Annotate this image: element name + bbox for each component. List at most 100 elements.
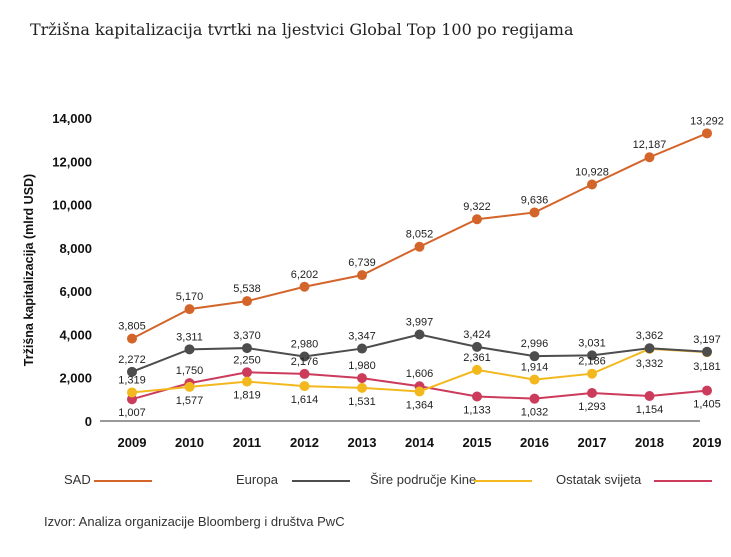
data-label: 1,405	[693, 399, 721, 411]
y-tick-label: 14,000	[52, 111, 92, 126]
x-tick-label: 2012	[290, 435, 319, 450]
data-label: 10,928	[575, 166, 609, 178]
y-tick-label: 12,000	[52, 154, 92, 169]
x-tick-label: 2018	[635, 435, 664, 450]
data-point-1	[472, 341, 482, 352]
data-label: 13,292	[690, 115, 724, 127]
data-point-0	[472, 214, 482, 225]
data-point-2	[472, 364, 482, 375]
data-point-1	[644, 343, 655, 354]
data-point-0	[587, 179, 597, 190]
data-point-1	[127, 366, 137, 377]
data-point-0	[644, 152, 655, 163]
data-label: 2,176	[291, 356, 319, 368]
data-label: 6,202	[291, 269, 319, 281]
data-point-3	[587, 388, 597, 399]
legend-label: Europa	[236, 472, 279, 487]
data-label: 12,187	[633, 139, 667, 151]
chart-title: Tržišna kapitalizacija tvrtki na ljestvi…	[30, 20, 574, 39]
x-tick-label: 2011	[233, 435, 261, 450]
x-tick-label: 2010	[175, 435, 204, 450]
data-point-2	[529, 374, 540, 385]
data-point-0	[242, 296, 252, 307]
data-label: 3,805	[118, 321, 146, 333]
data-point-2	[299, 381, 310, 392]
legend-label: Šire područje Kine	[370, 472, 476, 487]
data-label: 3,332	[636, 358, 664, 370]
data-label: 2,361	[463, 352, 491, 364]
series-line-1	[131, 333, 708, 373]
data-label: 8,052	[406, 229, 434, 241]
data-point-1	[587, 350, 597, 361]
data-point-1	[529, 351, 540, 362]
data-label: 5,170	[176, 291, 204, 303]
data-point-2	[242, 376, 252, 387]
data-label: 1,007	[118, 407, 146, 419]
data-label: 1,980	[348, 360, 376, 372]
x-tick-label: 2014	[405, 435, 435, 450]
data-point-2	[357, 382, 367, 393]
data-point-1	[357, 343, 367, 354]
data-point-1	[414, 329, 425, 340]
data-point-0	[529, 207, 540, 218]
data-label: 3,997	[406, 316, 434, 328]
data-point-2	[184, 381, 195, 392]
data-label: 1,577	[176, 395, 204, 407]
data-label: 1,819	[233, 390, 261, 402]
data-label: 1,364	[406, 399, 434, 411]
data-label: 9,636	[521, 194, 549, 206]
data-label: 1,154	[636, 404, 664, 416]
data-point-0	[127, 333, 137, 344]
data-point-2	[414, 386, 425, 397]
legend-label: Ostatak svijeta	[556, 472, 642, 487]
data-label: 1,614	[291, 394, 319, 406]
y-axis-label: Tržišna kapitalizacija (mlrd USD)	[22, 174, 36, 366]
data-label: 3,311	[176, 331, 203, 343]
data-label: 5,538	[233, 283, 261, 295]
legend-label: SAD	[64, 472, 91, 487]
data-point-1	[702, 346, 712, 357]
line-chart: 0 2,000 4,000 6,000 8,000 10,000 12,000 14,000 2…	[22, 111, 724, 487]
data-point-1	[299, 351, 310, 362]
x-tick-label: 2015	[463, 435, 492, 450]
data-label: 3,181	[693, 361, 721, 373]
data-point-2	[127, 387, 137, 398]
data-point-0	[299, 281, 310, 292]
data-label: 3,347	[348, 331, 376, 343]
data-label: 3,370	[233, 330, 261, 342]
data-label: 2,250	[233, 354, 261, 366]
data-label: 1,606	[406, 368, 434, 380]
data-label: 6,739	[348, 257, 376, 269]
data-point-3	[242, 367, 252, 378]
data-label: 1,133	[463, 404, 491, 416]
y-tick-label: 10,000	[52, 198, 92, 213]
data-point-3	[299, 368, 310, 379]
data-point-0	[414, 241, 425, 252]
data-point-0	[702, 128, 712, 139]
y-tick-label: 8,000	[59, 241, 92, 256]
x-tick-label: 2017	[578, 435, 607, 450]
data-label: 3,362	[636, 330, 664, 342]
y-tick-label: 2,000	[59, 371, 92, 386]
data-label: 3,197	[693, 334, 721, 346]
data-point-3	[529, 393, 540, 404]
data-label: 1,750	[176, 365, 204, 377]
data-point-3	[702, 385, 712, 396]
data-label: 2,272	[118, 354, 146, 366]
data-point-0	[184, 304, 195, 315]
y-tick-label: 0	[85, 414, 92, 429]
y-tick-label: 6,000	[59, 284, 92, 299]
data-label: 3,031	[578, 337, 606, 349]
data-point-3	[644, 391, 655, 402]
y-tick-label: 4,000	[59, 327, 92, 342]
data-label: 1,914	[521, 362, 549, 374]
data-label: 1,319	[118, 374, 146, 386]
data-point-1	[242, 343, 252, 354]
data-point-0	[357, 270, 367, 281]
data-label: 1,032	[521, 407, 549, 419]
x-tick-label: 2009	[118, 435, 147, 450]
data-label: 2,186	[578, 356, 606, 368]
data-point-3	[357, 373, 367, 384]
source-note: Izvor: Analiza organizacije Bloomberg i …	[44, 514, 345, 529]
data-label: 9,322	[463, 201, 491, 213]
